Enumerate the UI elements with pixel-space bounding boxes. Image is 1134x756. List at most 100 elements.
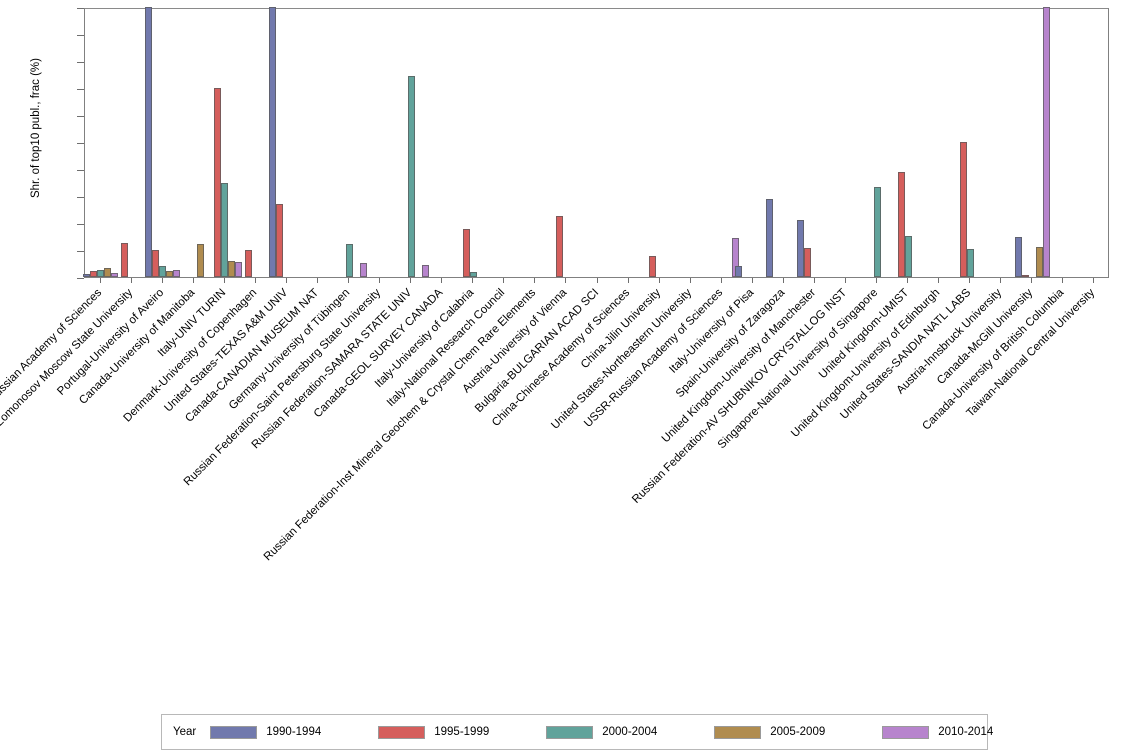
bar-group bbox=[1079, 9, 1110, 277]
bar-group bbox=[269, 7, 302, 277]
bar-group bbox=[797, 9, 830, 277]
bar-group bbox=[145, 7, 181, 277]
legend-swatch bbox=[378, 725, 426, 739]
x-axis-tick-mark bbox=[223, 278, 225, 283]
bar bbox=[469, 272, 477, 277]
y-axis-tick-mark bbox=[77, 251, 84, 252]
y-axis-tick-mark bbox=[77, 278, 84, 279]
legend-swatch bbox=[210, 725, 258, 739]
bar bbox=[228, 260, 236, 277]
x-axis-tick-mark bbox=[969, 278, 971, 283]
x-axis-tick-mark bbox=[348, 278, 349, 283]
bar bbox=[269, 7, 277, 277]
bar bbox=[1035, 246, 1043, 277]
bar-group bbox=[766, 9, 799, 277]
bar-group bbox=[427, 9, 458, 277]
legend-label: 2005-2009 bbox=[770, 726, 826, 738]
x-axis-tick-mark bbox=[844, 278, 846, 283]
bar-group bbox=[458, 9, 489, 277]
bar-group bbox=[551, 9, 582, 277]
bar bbox=[235, 262, 243, 277]
legend-item[interactable]: 2000-2004 bbox=[546, 725, 658, 739]
legend-label: 1995-1999 bbox=[434, 726, 490, 738]
bar bbox=[166, 271, 174, 277]
x-axis-tick-mark bbox=[1031, 278, 1033, 283]
x-axis-tick-mark bbox=[410, 278, 412, 283]
bar bbox=[873, 187, 881, 277]
x-axis-tick-mark bbox=[689, 278, 691, 283]
x-axis-tick-mark bbox=[99, 278, 101, 283]
legend-items: 1990-1994 1995-1999 2000-2004 2005-2009 2010… bbox=[210, 725, 993, 739]
legend-label: 1990-1994 bbox=[266, 726, 322, 738]
y-axis-tick-mark bbox=[77, 62, 84, 63]
x-axis-tick-mark bbox=[316, 278, 318, 283]
bar-group bbox=[644, 9, 675, 277]
bar-group bbox=[706, 9, 740, 277]
x-axis-tick-mark bbox=[503, 278, 505, 283]
bar-group bbox=[675, 9, 706, 277]
bar-group bbox=[862, 9, 893, 277]
legend-item[interactable]: 1995-1999 bbox=[378, 725, 490, 739]
bar-group bbox=[240, 9, 271, 277]
legend-swatch bbox=[714, 725, 762, 739]
x-axis-tick-mark bbox=[938, 278, 940, 283]
y-axis-tick-mark bbox=[77, 224, 84, 225]
bar bbox=[1042, 7, 1050, 277]
bar bbox=[797, 220, 805, 277]
x-axis-tick-mark bbox=[658, 278, 660, 283]
bar bbox=[555, 215, 563, 277]
legend-item[interactable]: 1990-1994 bbox=[210, 725, 322, 739]
x-axis-tick-mark bbox=[751, 278, 753, 283]
bar bbox=[1021, 275, 1029, 277]
x-axis-tick-mark bbox=[1000, 278, 1002, 283]
x-axis-tick-mark bbox=[161, 278, 163, 283]
bar bbox=[121, 243, 129, 277]
bar bbox=[735, 265, 743, 277]
bar bbox=[111, 272, 119, 277]
y-axis-tick-mark bbox=[77, 197, 84, 198]
x-axis-tick-mark bbox=[627, 278, 629, 283]
bar bbox=[804, 248, 812, 277]
bar-group bbox=[955, 9, 986, 277]
bar bbox=[966, 249, 974, 277]
y-axis-tick-mark bbox=[77, 35, 84, 36]
legend-swatch bbox=[882, 725, 930, 739]
plot-area bbox=[83, 7, 1110, 278]
bar bbox=[407, 75, 415, 277]
x-axis-tick-mark bbox=[813, 278, 815, 283]
x-axis-tick-mark bbox=[472, 278, 474, 283]
y-axis-title: Shr. of top10 publ., frac (%) bbox=[30, 58, 42, 198]
bar bbox=[904, 235, 912, 277]
bar bbox=[649, 256, 657, 277]
x-axis-tick-mark bbox=[254, 278, 256, 283]
bar bbox=[359, 262, 367, 277]
x-axis-tick-mark bbox=[565, 278, 567, 283]
y-axis-tick-mark bbox=[77, 116, 84, 117]
bar bbox=[1014, 237, 1022, 277]
bar-group bbox=[520, 9, 551, 277]
y-axis-tick-mark bbox=[77, 170, 84, 171]
bar bbox=[197, 243, 205, 277]
legend-swatch bbox=[546, 725, 594, 739]
legend-label: 2000-2004 bbox=[602, 726, 658, 738]
legend-item[interactable]: 2010-2014 bbox=[882, 725, 993, 739]
bar-container bbox=[83, 7, 1110, 277]
bar-group bbox=[1048, 9, 1079, 277]
bar-group bbox=[613, 9, 644, 277]
bar-group bbox=[365, 9, 396, 277]
x-axis-tick-mark bbox=[379, 278, 381, 283]
legend-item[interactable]: 2005-2009 bbox=[714, 725, 826, 739]
x-axis-tick-mark bbox=[1093, 278, 1095, 283]
bar-group bbox=[924, 9, 955, 277]
bar-group bbox=[1014, 7, 1050, 277]
bar bbox=[897, 171, 905, 277]
bar bbox=[104, 268, 112, 277]
bar-group bbox=[209, 9, 243, 277]
x-axis-tick-mark bbox=[192, 278, 194, 283]
x-axis-tick-mark bbox=[441, 278, 443, 283]
bar-group bbox=[986, 9, 1017, 277]
y-axis-tick-mark bbox=[77, 143, 84, 144]
bar-group bbox=[830, 9, 861, 277]
bar bbox=[245, 250, 253, 277]
